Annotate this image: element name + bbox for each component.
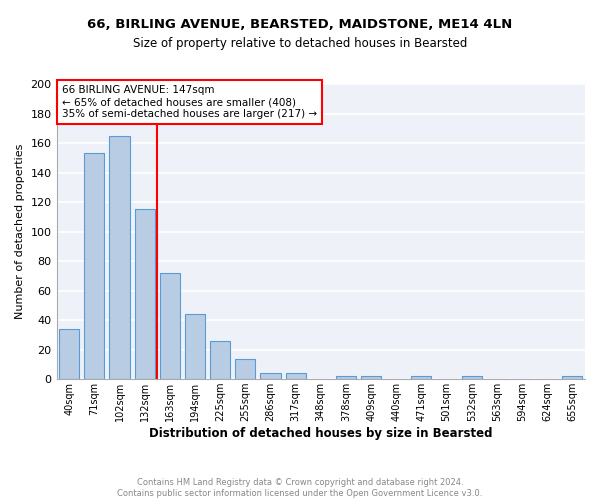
Bar [134,210,155,379]
Text: 66 BIRLING AVENUE: 147sqm
← 65% of detached houses are smaller (408)
35% of semi: 66 BIRLING AVENUE: 147sqm ← 65% of detac… [62,86,317,118]
Text: Size of property relative to detached houses in Bearsted: Size of property relative to detached ho… [133,38,467,51]
Y-axis label: Number of detached properties: Number of detached properties [15,144,25,320]
Bar [461,376,482,379]
X-axis label: Distribution of detached houses by size in Bearsted: Distribution of detached houses by size … [149,427,493,440]
Bar [260,374,281,379]
Bar [286,374,305,379]
Text: Contains HM Land Registry data © Crown copyright and database right 2024.
Contai: Contains HM Land Registry data © Crown c… [118,478,482,498]
Bar [412,376,431,379]
Bar [235,358,256,379]
Bar [160,273,180,379]
Bar [109,136,130,379]
Bar [84,154,104,379]
Bar [210,341,230,379]
Bar [185,314,205,379]
Bar [361,376,381,379]
Bar [562,376,583,379]
Bar [336,376,356,379]
Bar [59,329,79,379]
Text: 66, BIRLING AVENUE, BEARSTED, MAIDSTONE, ME14 4LN: 66, BIRLING AVENUE, BEARSTED, MAIDSTONE,… [88,18,512,30]
